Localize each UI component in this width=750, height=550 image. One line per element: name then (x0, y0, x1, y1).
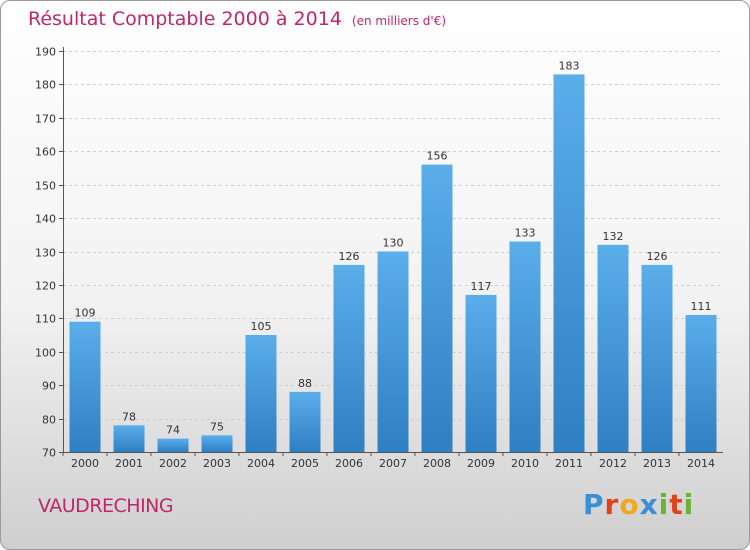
x-tick-label-2001: 2001 (115, 457, 143, 470)
bar-2000 (69, 321, 101, 452)
bar-2012 (597, 244, 629, 452)
y-tick-label: 90 (42, 380, 56, 393)
x-tick-label-2004: 2004 (247, 457, 275, 470)
y-tick-label: 190 (35, 46, 56, 59)
chart-title: Résultat Comptable 2000 à 2014 (en millie… (28, 8, 446, 30)
value-label-2002: 74 (166, 424, 180, 437)
y-tick-label: 160 (35, 146, 56, 159)
x-tick-label-2003: 2003 (203, 457, 231, 470)
x-tick-label-2012: 2012 (599, 457, 627, 470)
bar-2008 (421, 164, 453, 452)
bar-2004 (245, 335, 277, 452)
bar-2013 (641, 264, 673, 452)
value-label-2011: 183 (559, 59, 580, 72)
value-label-2009: 117 (471, 280, 492, 293)
value-label-2004: 105 (251, 320, 272, 333)
x-tick-label-2002: 2002 (159, 457, 187, 470)
y-tick-label: 120 (35, 280, 56, 293)
bar-2002 (157, 438, 189, 452)
chart-title-text: Résultat Comptable 2000 à 2014 (28, 8, 342, 30)
x-tick-label-2013: 2013 (643, 457, 671, 470)
y-tick-label: 110 (35, 313, 56, 326)
x-tick-label-2005: 2005 (291, 457, 319, 470)
bar-2010 (509, 241, 541, 452)
x-tick-label-2007: 2007 (379, 457, 407, 470)
bar-2011 (553, 74, 585, 453)
value-label-2000: 109 (75, 307, 96, 320)
y-tick-label: 80 (42, 414, 56, 427)
y-tick-label: 140 (35, 213, 56, 226)
y-tick-label: 170 (35, 113, 56, 126)
value-label-2005: 88 (298, 377, 312, 390)
x-tick-label-2009: 2009 (467, 457, 495, 470)
y-tick-label: 150 (35, 180, 56, 193)
value-label-2014: 111 (691, 300, 712, 313)
x-tick-label-2006: 2006 (335, 457, 363, 470)
axes: 70 80 90 100 110 120 130 140 150 160 170 180 190 2000… (35, 46, 723, 470)
bar-2007 (377, 251, 409, 452)
y-tick-label: 130 (35, 247, 56, 260)
bar-2003 (201, 435, 233, 452)
x-tick-label-2014: 2014 (687, 457, 715, 470)
bar-2014 (685, 315, 717, 452)
value-label-2007: 130 (383, 237, 404, 250)
y-tick-label: 70 (42, 447, 56, 460)
x-tick-label-2008: 2008 (423, 457, 451, 470)
x-tick-label-2011: 2011 (555, 457, 583, 470)
value-label-2001: 78 (122, 410, 136, 423)
value-label-2013: 126 (647, 250, 668, 263)
value-label-2012: 132 (603, 230, 624, 243)
bar-2001 (113, 425, 145, 452)
bar-2006 (333, 264, 365, 452)
x-tick-label-2010: 2010 (511, 457, 539, 470)
bar-2009 (465, 294, 497, 452)
bars: 109 78 74 75 105 88 126 130 156 117 133 183 132 126 11… (69, 59, 717, 453)
value-label-2003: 75 (210, 420, 224, 433)
value-label-2006: 126 (339, 250, 360, 263)
bar-2005 (289, 391, 321, 452)
value-label-2010: 133 (515, 227, 536, 240)
y-tick-label: 100 (35, 347, 56, 360)
brand-logo: Proxiti (583, 488, 695, 521)
y-tick-label: 180 (35, 79, 56, 92)
value-label-2008: 156 (427, 150, 448, 163)
x-tick-label-2000: 2000 (71, 457, 99, 470)
chart-unit-note: (en milliers d'€) (351, 14, 447, 28)
city-name: VAUDRECHING (38, 495, 174, 517)
